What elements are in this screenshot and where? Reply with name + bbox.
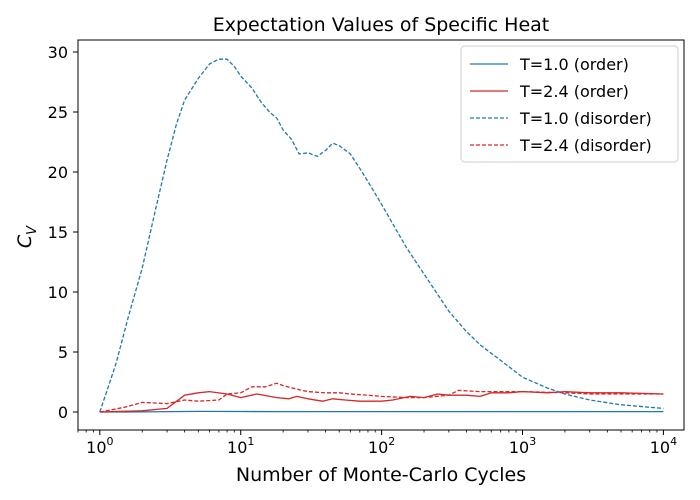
legend-label-1: T=1.0 (order) bbox=[519, 55, 629, 74]
plot-frame bbox=[77, 39, 685, 431]
x-axis-title: Number of Monte-Carlo Cycles bbox=[236, 464, 526, 486]
y-axis-title: CV bbox=[14, 225, 40, 248]
x-tick-exponent: 1 bbox=[247, 435, 254, 448]
x-tick-label: 104 bbox=[650, 435, 677, 457]
x-tick-base: 10 bbox=[650, 438, 670, 457]
x-tick-label: 103 bbox=[509, 435, 536, 457]
y-tick-label: 30 bbox=[48, 43, 68, 62]
series-line-3 bbox=[99, 58, 664, 413]
x-tick-exponent: 2 bbox=[388, 435, 395, 448]
legend-label-3: T=1.0 (disorder) bbox=[519, 109, 652, 128]
series-line-2 bbox=[99, 390, 664, 413]
y-tick-label: 10 bbox=[48, 283, 68, 302]
x-tick-base: 10 bbox=[368, 438, 388, 457]
legend-label-4: T=2.4 (disorder) bbox=[519, 136, 652, 155]
series-layer bbox=[99, 58, 664, 413]
legend-box bbox=[460, 45, 679, 163]
x-tick-exponent: 4 bbox=[670, 435, 677, 448]
series-line-4 bbox=[99, 382, 664, 413]
x-tick-label: 101 bbox=[227, 435, 254, 457]
y-tick-label: 5 bbox=[58, 343, 68, 362]
legend-items: T=1.0 (order) T=2.4 (order) T=1.0 (disorde… bbox=[470, 55, 652, 155]
y-tick-label: 25 bbox=[48, 103, 68, 122]
x-tick-exponent: 3 bbox=[529, 435, 536, 448]
x-tick-base: 10 bbox=[227, 438, 247, 457]
y-tick-label: 15 bbox=[48, 223, 68, 242]
x-tick-base: 10 bbox=[509, 438, 529, 457]
y-axis-title-main: C bbox=[14, 234, 36, 248]
x-axis: 100 101 102 103 104 bbox=[77, 430, 677, 457]
series-line-1 bbox=[99, 410, 664, 413]
chart-title: Expectation Values of Specific Heat bbox=[213, 14, 550, 36]
y-tick-label: 0 bbox=[58, 403, 68, 422]
y-axis: 0 5 10 15 20 25 30 bbox=[48, 43, 78, 422]
x-tick-exponent: 0 bbox=[107, 435, 114, 448]
x-tick-label: 102 bbox=[368, 435, 395, 457]
y-axis-title-subscript: V bbox=[25, 225, 40, 235]
legend: T=1.0 (order) T=2.4 (order) T=1.0 (disorde… bbox=[460, 45, 679, 163]
plot-area bbox=[77, 39, 685, 431]
x-tick-label: 100 bbox=[86, 435, 113, 457]
legend-label-2: T=2.4 (order) bbox=[519, 82, 629, 101]
y-tick-label: 20 bbox=[48, 163, 68, 182]
x-tick-base: 10 bbox=[86, 438, 106, 457]
